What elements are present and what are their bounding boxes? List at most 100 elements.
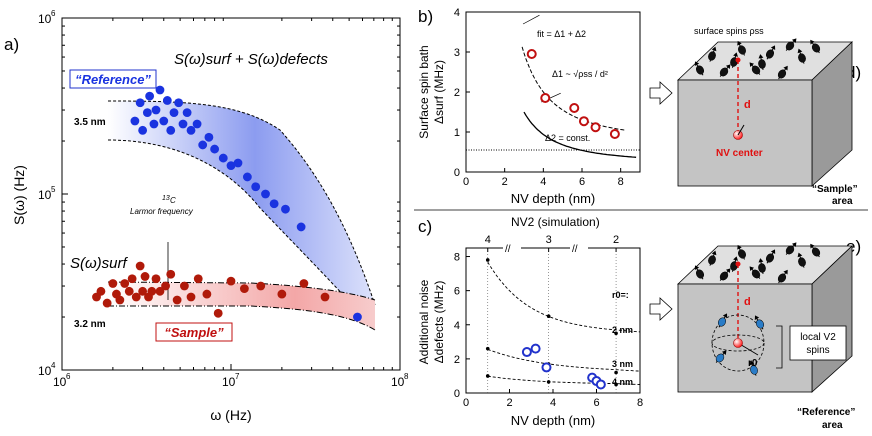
spin-arrow-head (770, 45, 776, 51)
y-tick-label: 2 (454, 87, 460, 99)
r0-value-2: 2 nm (612, 325, 633, 335)
defect-data-point (530, 343, 541, 354)
sample-point (108, 279, 118, 288)
sample-point (180, 281, 189, 291)
spin-body (758, 59, 766, 69)
reference-point (251, 182, 261, 192)
simulation-point (614, 370, 618, 375)
spin-arrow-head (721, 350, 727, 356)
spin-body (765, 253, 775, 263)
spin-arrow-head (754, 315, 760, 321)
spin-body (719, 271, 729, 281)
reference-point (162, 96, 172, 105)
larmor-annotation-c: C (170, 196, 176, 205)
y-tick-label: 4 (454, 7, 460, 19)
simulation-point (485, 346, 490, 351)
sample-point (166, 269, 176, 279)
reference-point (130, 116, 140, 126)
spin-arrow-head (711, 46, 717, 52)
larmor-annotation-iso: 13 (162, 195, 170, 202)
sample-point (147, 286, 157, 296)
y-tick-label: 0 (454, 167, 460, 179)
spin-arrow-head (791, 242, 797, 248)
x-tick-label: 10 (391, 375, 405, 389)
sample-area-word: area (832, 196, 853, 207)
simulation-point (546, 380, 551, 384)
y-tick-exponent: 6 (51, 9, 56, 18)
simulation-point (614, 331, 618, 336)
spin (749, 62, 761, 75)
simulation-curve (487, 348, 641, 372)
simulation-point (614, 382, 618, 387)
spin (765, 45, 776, 60)
sample-point (202, 289, 212, 299)
y-tick-label: 2 (454, 354, 460, 366)
panel-b-axes (465, 11, 641, 173)
spin-arrow-head (810, 243, 815, 249)
spin-body (798, 53, 806, 63)
spin (777, 269, 788, 284)
spin-body (708, 255, 716, 265)
reference-point (142, 108, 152, 118)
sample-point (172, 295, 182, 305)
reference-point (198, 140, 208, 150)
reference-point (166, 125, 176, 135)
spin-body (750, 365, 758, 375)
spin-body (785, 41, 795, 51)
x-tick-label: 8 (618, 176, 624, 188)
spin-arrow-head (770, 249, 776, 255)
spin-arrow-head (783, 269, 788, 275)
reference-point (353, 312, 362, 322)
spin-arrow-head (737, 40, 742, 46)
spin (694, 61, 705, 76)
reference-point (296, 222, 306, 232)
sample-point (127, 274, 137, 284)
sample-point (102, 298, 112, 308)
panel-c-ylabel: Δdefects (MHz) (432, 281, 446, 364)
reference-point (204, 132, 214, 142)
reference-point (186, 125, 196, 135)
spin-arrow-head (758, 54, 764, 59)
reference-label: “Reference” (75, 72, 151, 87)
axis-break-1-mark: // (505, 244, 511, 255)
delta1-label: Δ1 ~ √ρss / d² (552, 69, 608, 79)
panel-c-top-axis-label: NV2 (simulation) (511, 215, 600, 229)
x-tick-label: 8 (637, 397, 643, 409)
cube-d-front (677, 79, 813, 187)
panel-b-ylabel-prefix: Surface spin bath (417, 45, 431, 138)
spin-body (765, 49, 775, 59)
curve-bottom-label: S(ω)surf (70, 255, 129, 272)
reference-point (169, 108, 179, 118)
surface-point-e (735, 261, 741, 267)
spin-arrow-head (725, 268, 731, 274)
spin-arrow-head (783, 65, 788, 71)
panel-label-a: a) (4, 35, 19, 54)
fit-label: fit = Δ1 + Δ2 (537, 29, 586, 39)
reference-point (269, 199, 279, 209)
sample-label: “Sample” (164, 325, 224, 340)
arrow-b-to-d (649, 81, 673, 105)
spin-arrow-head (749, 360, 755, 366)
sample-point (96, 286, 106, 296)
spin-body (811, 247, 821, 257)
panel-c-points (485, 258, 618, 390)
spin-arrow-head (733, 256, 738, 261)
sample-point (277, 289, 287, 299)
r0-value-4: 4 nm (612, 377, 633, 387)
panel-c-ticks: 0 2 4 6 8 0 2 4 6 8 4 3 2 (454, 234, 643, 409)
reference-box (69, 69, 157, 89)
nv-center-e (733, 338, 743, 348)
spin-body (811, 43, 821, 53)
simulation-point (546, 314, 551, 319)
spin-body (758, 263, 766, 273)
reference-point (138, 125, 148, 135)
reference-point (149, 119, 159, 129)
sample-box (155, 322, 233, 342)
depth-label-e: d (744, 296, 751, 308)
delta2-label: Δ2 = const. (545, 133, 590, 143)
reference-point (159, 116, 169, 126)
surface-spins-d (694, 38, 821, 80)
surface-spins-e (694, 242, 821, 284)
spin-arrow-head (749, 62, 755, 68)
